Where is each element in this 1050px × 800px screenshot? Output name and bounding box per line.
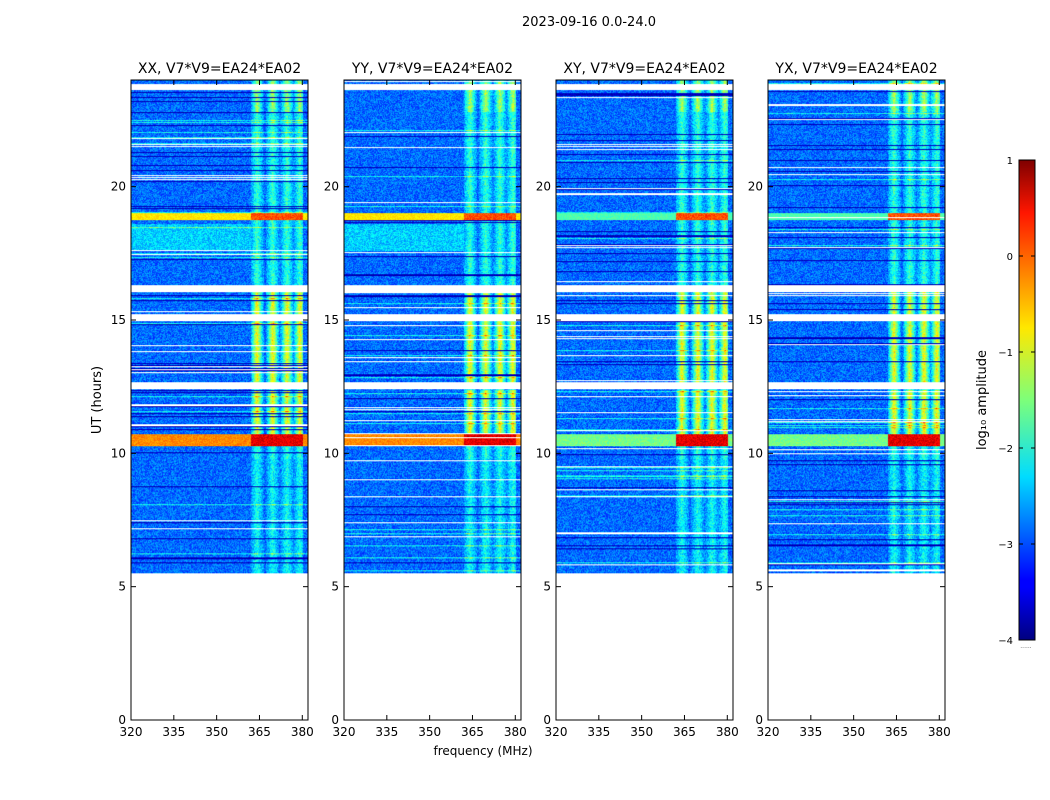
heatmap-yx (768, 80, 945, 574)
x-tick-label: 365 (673, 725, 696, 739)
x-tick-label: 320 (757, 725, 780, 739)
panel-title: YY, V7*V9=EA24*EA02 (351, 61, 513, 77)
colorbar-tick-label: −2 (998, 444, 1013, 455)
y-tick-label: 5 (543, 580, 551, 594)
panel-xx: XX, V7*V9=EA24*EA02 320 335 350 365 380 0 5 10 15… (111, 61, 314, 739)
axes-frame (343, 79, 522, 721)
x-tick-label: 380 (291, 725, 314, 739)
colorbar-tick-label: −4 (998, 636, 1013, 647)
y-tick-label: 20 (536, 180, 551, 194)
y-tick-label: 0 (543, 713, 551, 727)
y-tick-label: 0 (331, 713, 339, 727)
panel-xy: XY, V7*V9=EA24*EA02 320 335 350 365 380 0 5 10 15… (536, 61, 739, 739)
colorbar-tick-label: −1 (998, 348, 1013, 359)
panel-title: YX, V7*V9=EA24*EA02 (774, 61, 937, 77)
panel-yx: YX, V7*V9=EA24*EA02 320 335 350 365 380 0 5 10 15… (748, 61, 951, 739)
axes-frame (555, 79, 734, 721)
y-axis-label: UT (hours) (90, 366, 105, 434)
colorbar-tick-label: −3 (998, 540, 1013, 551)
y-tick-label: 10 (324, 446, 339, 460)
figure-title: 2023-09-16 0.0-24.0 (522, 15, 656, 30)
y-tick-label: 20 (324, 180, 339, 194)
y-tick-label: 10 (748, 446, 763, 460)
panels: XX, V7*V9=EA24*EA02 320 335 350 365 380 0 5 10 15… (111, 61, 951, 739)
colorbar-gradient (1018, 159, 1036, 641)
y-tick-label: 10 (111, 446, 126, 460)
x-axis-label: frequency (MHz) (433, 744, 532, 758)
x-tick-label: 350 (418, 725, 441, 739)
x-tick-label: 335 (375, 725, 398, 739)
y-tick-label: 15 (111, 313, 126, 327)
y-tick-label: 5 (331, 580, 339, 594)
heatmap-xy (556, 80, 733, 574)
y-tick-label: 10 (536, 446, 551, 460)
y-tick-label: 15 (748, 313, 763, 327)
y-tick-label: 5 (755, 580, 763, 594)
x-tick-label: 335 (799, 725, 822, 739)
colorbar-ticks: 1 0 −1 −2 −3 −4 (998, 156, 1035, 647)
y-tick-label: 20 (111, 180, 126, 194)
colorbar: 1 0 −1 −2 −3 −4 log₁₀ amplitude ...... (975, 156, 1036, 650)
x-tick-label: 380 (716, 725, 739, 739)
x-tick-label: 380 (928, 725, 951, 739)
x-tick-label: 320 (120, 725, 143, 739)
heatmap-xx (131, 80, 308, 574)
colorbar-under-label: ...... (1020, 643, 1032, 650)
y-tick-label: 0 (755, 713, 763, 727)
y-tick-label: 15 (536, 313, 551, 327)
y-tick-label: 5 (118, 580, 126, 594)
y-tick-label: 20 (748, 180, 763, 194)
heatmap-yy (344, 80, 521, 574)
axes-frame (767, 79, 946, 721)
x-tick-label: 335 (587, 725, 610, 739)
x-tick-label: 365 (461, 725, 484, 739)
x-tick-label: 365 (885, 725, 908, 739)
x-tick-label: 350 (205, 725, 228, 739)
colorbar-label: log₁₀ amplitude (975, 350, 990, 450)
x-tick-label: 320 (545, 725, 568, 739)
x-tick-label: 380 (504, 725, 527, 739)
x-tick-label: 350 (630, 725, 653, 739)
x-tick-label: 350 (842, 725, 865, 739)
x-tick-label: 335 (162, 725, 185, 739)
x-tick-label: 320 (333, 725, 356, 739)
x-tick-label: 365 (248, 725, 271, 739)
panel-yy: YY, V7*V9=EA24*EA02 320 335 350 365 380 0 5 10 15… (324, 61, 527, 739)
axes-frame (130, 79, 309, 721)
y-tick-label: 15 (324, 313, 339, 327)
panel-title: XY, V7*V9=EA24*EA02 (563, 61, 725, 77)
colorbar-tick-label: 0 (1007, 252, 1013, 263)
colorbar-tick-label: 1 (1007, 156, 1013, 167)
panel-title: XX, V7*V9=EA24*EA02 (138, 61, 301, 77)
y-tick-label: 0 (118, 713, 126, 727)
